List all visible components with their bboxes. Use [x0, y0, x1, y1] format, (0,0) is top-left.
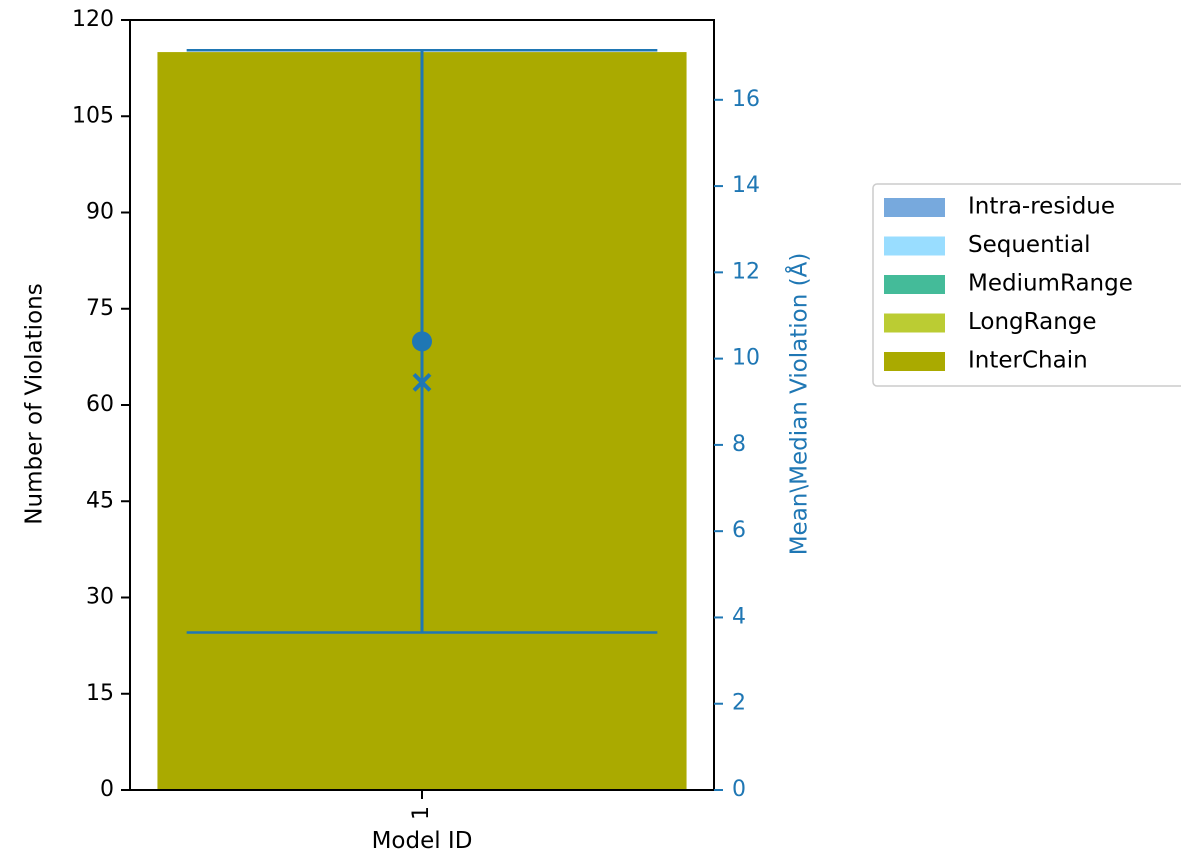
- legend-swatch: [884, 314, 945, 333]
- right-y-tick-label: 0: [732, 777, 746, 802]
- right-y-tick-label: 14: [732, 173, 760, 198]
- legend-swatch: [884, 275, 945, 294]
- left-y-tick-label: 105: [72, 103, 114, 128]
- left-y-tick-label: 90: [86, 200, 114, 225]
- left-y-tick-label: 75: [86, 296, 114, 321]
- mean-violation-point: [412, 331, 432, 351]
- left-y-tick-label: 45: [86, 488, 114, 513]
- legend-label: LongRange: [968, 309, 1097, 335]
- right-y-tick-label: 12: [732, 259, 760, 284]
- right-y-tick-label: 16: [732, 87, 760, 112]
- legend: Intra-residue Sequential MediumRange LongRa…: [873, 184, 1181, 386]
- legend-label: InterChain: [968, 348, 1088, 374]
- y-axis-label: Number of Violations: [22, 283, 48, 524]
- left-y-tick-label: 0: [100, 777, 114, 802]
- x-axis-label: Model ID: [372, 828, 473, 854]
- right-y-axis-label: Mean\Median Violation (Å): [785, 253, 813, 556]
- legend-label: Sequential: [968, 232, 1091, 258]
- right-y-tick-label: 4: [732, 604, 746, 629]
- left-y-tick-label: 30: [86, 585, 114, 610]
- left-y-tick-label: 120: [72, 7, 114, 32]
- right-y-tick-label: 6: [732, 518, 746, 543]
- legend-label: MediumRange: [968, 271, 1133, 297]
- right-y-tick-label: 8: [732, 432, 746, 457]
- left-y-tick-label: 60: [86, 392, 114, 417]
- legend-swatch: [884, 352, 945, 371]
- legend-swatch: [884, 198, 945, 217]
- right-y-tick-label: 10: [732, 346, 760, 371]
- legend-label: Intra-residue: [968, 194, 1115, 220]
- left-y-tick-label: 15: [86, 681, 114, 706]
- legend-swatch: [884, 237, 945, 256]
- x-tick-label: 1: [409, 806, 434, 820]
- right-y-tick-label: 2: [732, 691, 746, 716]
